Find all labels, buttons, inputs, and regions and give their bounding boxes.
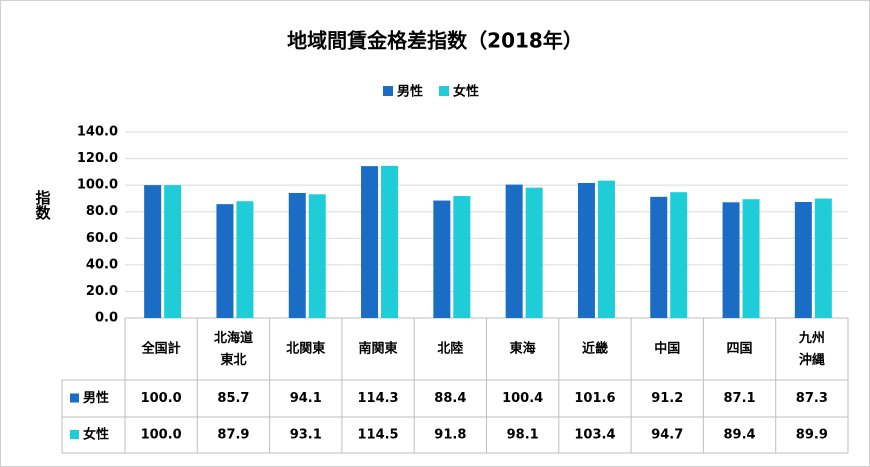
y-tick-label: 140.0 — [77, 125, 118, 140]
bar — [308, 194, 326, 318]
x-tick-label: 南関東 — [359, 341, 398, 357]
table-value: 98.1 — [507, 428, 539, 443]
table-value: 114.3 — [357, 391, 398, 406]
legend-swatch — [70, 430, 79, 439]
table-value: 93.1 — [290, 428, 322, 443]
bar — [164, 185, 182, 318]
table-value: 100.4 — [502, 391, 543, 406]
bar — [288, 192, 306, 318]
table-value: 114.5 — [357, 428, 398, 443]
table-value: 87.1 — [724, 391, 756, 406]
bar — [505, 184, 523, 318]
bar — [794, 202, 812, 318]
x-tick-label: 四国 — [727, 342, 753, 357]
bar — [722, 202, 740, 318]
legend-swatch — [383, 86, 393, 96]
bar — [670, 192, 688, 318]
table-value: 94.1 — [290, 391, 322, 406]
bar — [216, 204, 234, 318]
y-tick-label: 120.0 — [77, 151, 118, 166]
bar — [650, 196, 668, 318]
table-value: 100.0 — [141, 391, 182, 406]
table-value: 85.7 — [217, 391, 249, 406]
table-value: 88.4 — [434, 391, 466, 406]
legend-swatch — [70, 393, 79, 403]
bar — [381, 165, 399, 318]
y-tick-label: 60.0 — [86, 231, 118, 246]
x-tick-label: 北海道東北 — [214, 330, 253, 368]
chart-title: 地域間賃金格差指数（2018年） — [287, 29, 583, 53]
x-tick-label: 北陸 — [437, 341, 463, 357]
y-axis-label: 指数 — [34, 189, 52, 221]
bar — [525, 187, 543, 318]
table-value: 100.0 — [141, 428, 182, 443]
bar — [236, 201, 254, 318]
row-label: 女性 — [83, 427, 109, 443]
y-tick-label: 100.0 — [77, 178, 118, 193]
bar — [814, 198, 832, 318]
bar — [144, 185, 162, 318]
x-tick-label: 九州沖縄 — [798, 331, 825, 368]
bar — [597, 180, 615, 318]
y-tick-label: 40.0 — [86, 257, 118, 272]
x-tick-label: 北関東 — [286, 341, 325, 357]
table-value: 103.4 — [574, 428, 615, 443]
bar — [433, 200, 451, 318]
bar — [577, 183, 595, 318]
table-value: 91.8 — [434, 428, 466, 443]
table-value: 94.7 — [651, 428, 683, 443]
table-value: 91.2 — [651, 391, 683, 406]
x-tick-label: 全国計 — [141, 341, 181, 357]
x-tick-label: 近畿 — [582, 341, 608, 357]
y-tick-label: 0.0 — [95, 311, 118, 326]
legend-swatch — [439, 86, 450, 96]
bar — [361, 166, 379, 318]
table-value: 101.6 — [574, 391, 615, 406]
x-tick-label: 東海 — [510, 341, 536, 357]
x-tick-label: 中国 — [654, 341, 680, 357]
bar — [453, 196, 471, 318]
row-label: 男性 — [83, 390, 109, 406]
y-tick-label: 20.0 — [86, 284, 118, 299]
y-tick-label: 80.0 — [86, 204, 118, 219]
legend-label: 女性 — [453, 84, 479, 100]
legend-label: 男性 — [397, 84, 423, 100]
table-value: 89.4 — [724, 428, 756, 443]
bar — [742, 199, 760, 318]
table-value: 87.3 — [796, 391, 828, 406]
table-value: 89.9 — [796, 428, 828, 443]
table-value: 87.9 — [217, 428, 249, 443]
